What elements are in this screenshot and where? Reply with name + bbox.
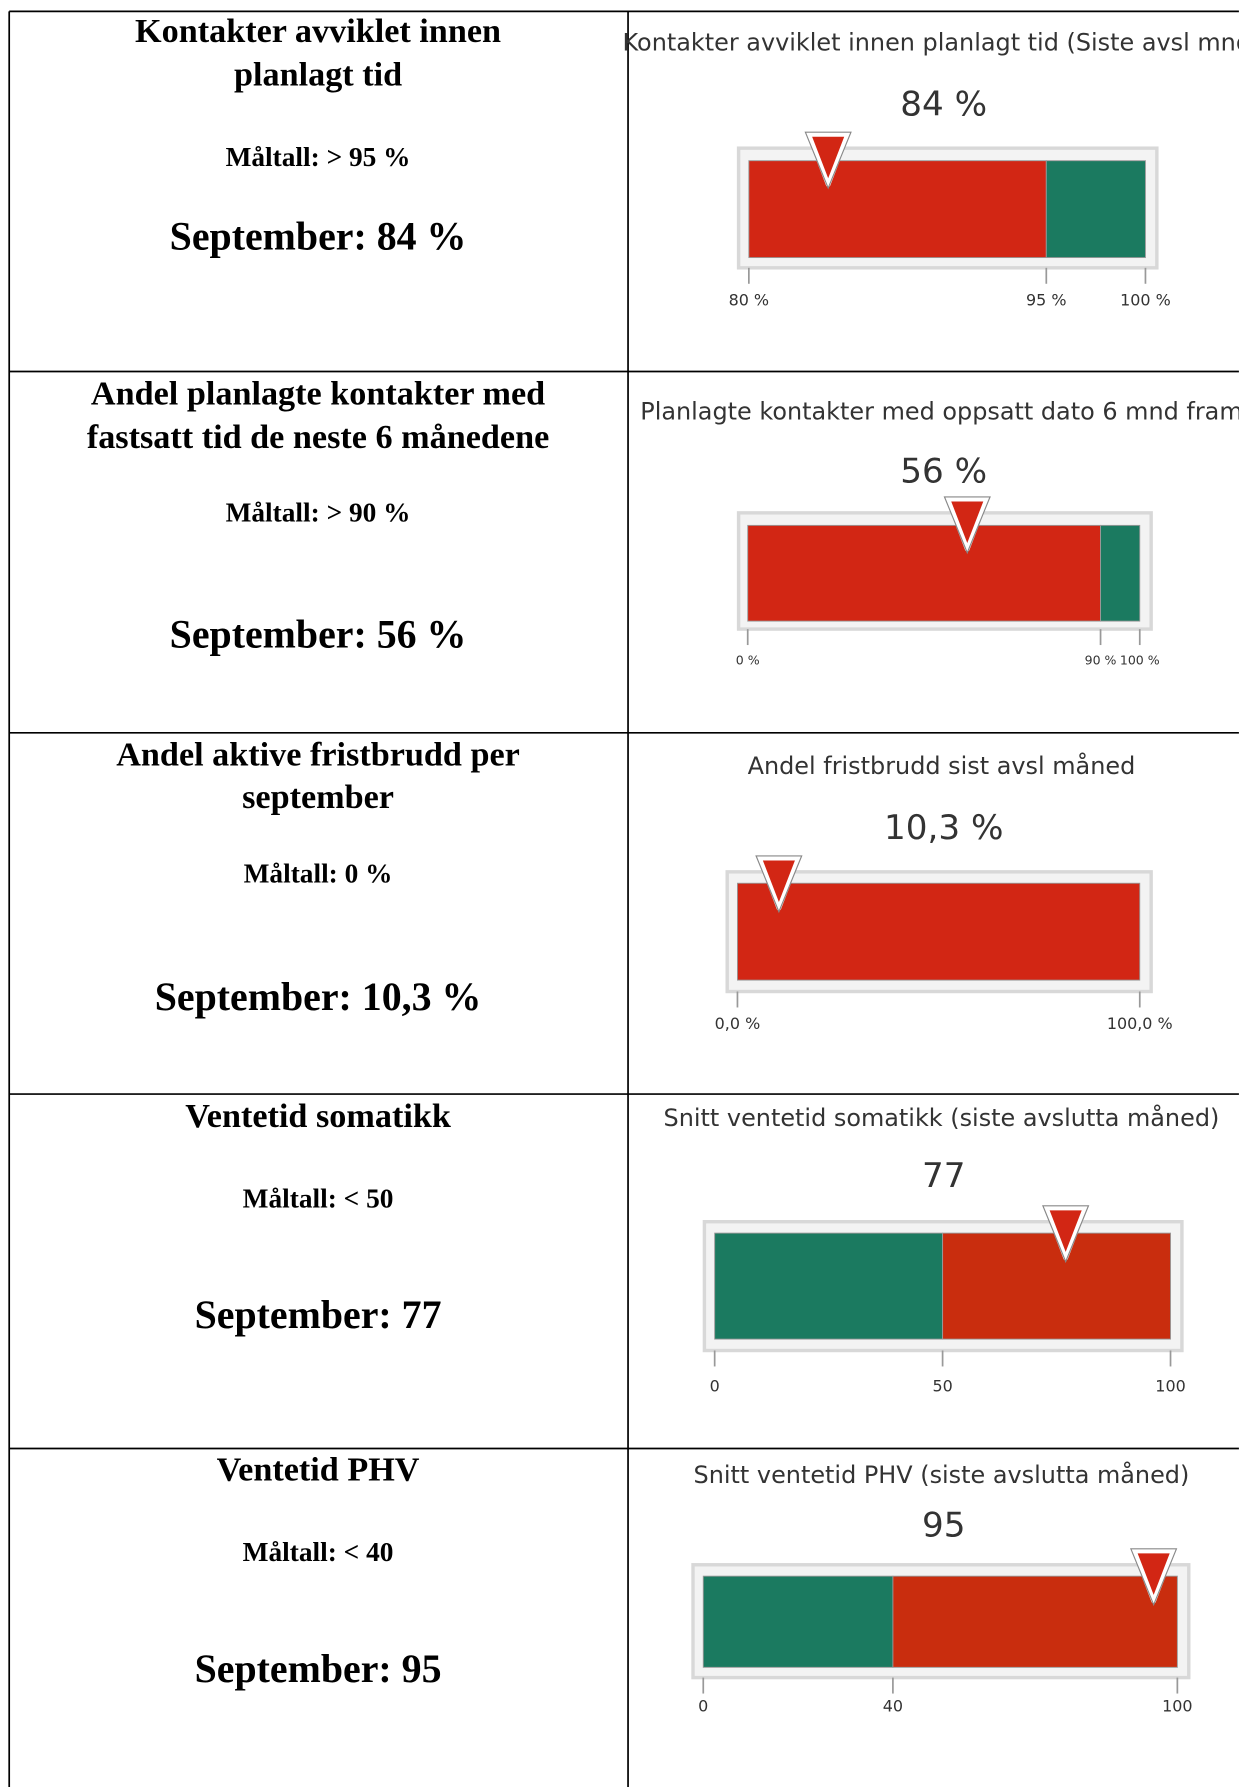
target: Måltall: > 95 %: [226, 142, 411, 172]
tick-label: 50: [932, 1376, 952, 1395]
row-title: Andel planlagte kontakter med: [91, 375, 545, 412]
target: Måltall: < 40: [243, 1537, 394, 1567]
row-title: Kontakter avviklet innen: [135, 13, 501, 50]
row-title: Ventetid PHV: [217, 1451, 420, 1488]
value-marker: [1044, 1205, 1088, 1261]
table-grid: [8, 10, 1239, 1787]
gauge-title: Kontakter avviklet innen planlagt tid (S…: [623, 28, 1239, 56]
gauge-band: [942, 1232, 1171, 1340]
tick-label: 80 %: [729, 290, 770, 309]
tick-label: 95 %: [1026, 290, 1067, 309]
value-marker-outline: [804, 131, 852, 190]
value-marker-outline: [1042, 1205, 1090, 1264]
result: September: 77: [195, 1292, 442, 1337]
gauge-title: Planlagte kontakter med oppsatt dato 6 m…: [640, 398, 1239, 426]
gauge-title: Andel fristbrudd sist avsl måned: [748, 751, 1136, 780]
tick-label: 0 %: [736, 653, 760, 668]
gauge-band: [1045, 160, 1146, 259]
gauge-value: 84 %: [900, 84, 987, 124]
row-title: Ventetid somatikk: [185, 1098, 451, 1135]
gauge-band: [892, 1575, 1178, 1668]
tick-label: 100 %: [1120, 290, 1171, 309]
value-marker-outline: [943, 496, 991, 555]
gauge-value: 95: [922, 1506, 966, 1546]
tick-label: 40: [883, 1697, 903, 1716]
tick-label: 0,0 %: [715, 1014, 761, 1033]
gauge-value: 10,3 %: [884, 808, 1003, 848]
result: September: 10,3 %: [155, 974, 482, 1019]
value-marker: [757, 855, 801, 911]
result: September: 95: [195, 1646, 442, 1691]
tick-label: 100,0 %: [1107, 1014, 1173, 1033]
row-title: Andel aktive fristbrudd per: [116, 737, 520, 774]
tick-label: 0: [698, 1697, 708, 1716]
tick-label: 90 %: [1085, 653, 1117, 668]
gauge-title: Snitt ventetid PHV (siste avslutta måned…: [694, 1460, 1190, 1489]
value-marker: [1132, 1548, 1176, 1604]
tick-label: 100 %: [1120, 653, 1160, 668]
gauge-band: [736, 882, 1141, 981]
gauge-title: Snitt ventetid somatikk (siste avslutta …: [664, 1103, 1220, 1132]
target: Måltall: > 90 %: [226, 497, 411, 527]
tick-label: 0: [710, 1376, 720, 1395]
tick-label: 100: [1155, 1376, 1185, 1395]
result: September: 56 %: [170, 611, 467, 656]
gauge-value: 77: [922, 1156, 966, 1196]
gauge-band: [1100, 524, 1141, 622]
target: Måltall: 0 %: [244, 859, 393, 889]
result: September: 84 %: [170, 214, 467, 259]
value-marker-outline: [755, 855, 803, 914]
row-title: september: [242, 779, 394, 816]
tick-label: 100: [1162, 1697, 1192, 1716]
value-marker-outline: [1130, 1548, 1178, 1607]
gauge-value: 56 %: [900, 451, 987, 491]
value-marker: [945, 496, 989, 552]
value-marker: [806, 132, 850, 187]
row-title: fastsatt tid de neste 6 månedene: [87, 419, 549, 456]
gauge-band: [748, 160, 1047, 259]
row-title: planlagt tid: [234, 56, 402, 93]
target: Måltall: < 50: [243, 1183, 394, 1213]
gauge-band: [747, 524, 1102, 622]
gauge-band: [714, 1232, 944, 1340]
gauge-band: [702, 1575, 894, 1668]
